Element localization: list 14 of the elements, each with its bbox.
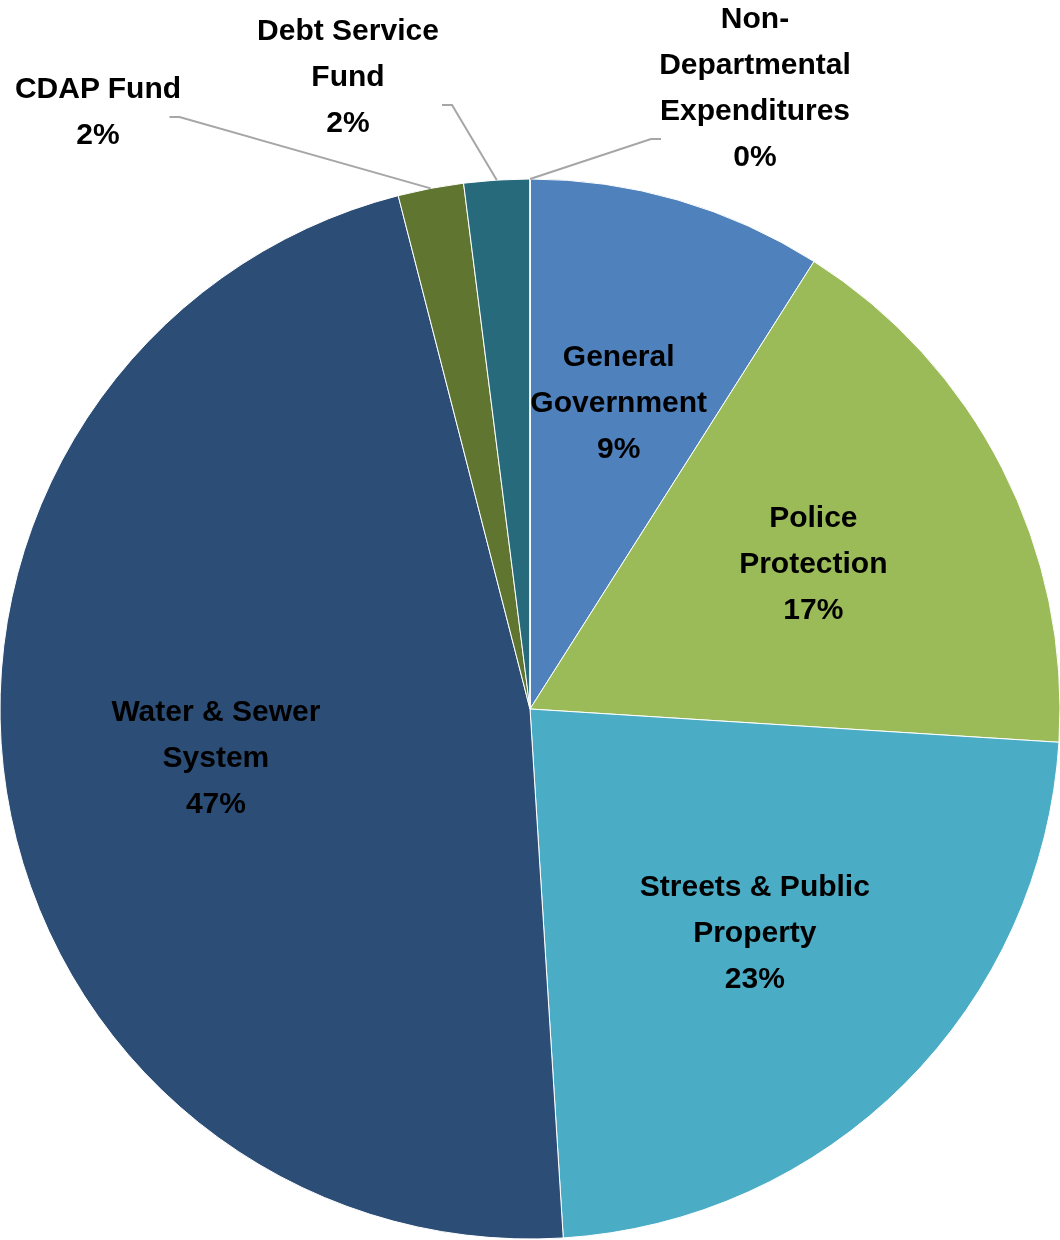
- slice-label: Police Protection: [739, 499, 888, 579]
- data-label: 47%: [185, 785, 246, 819]
- data-label: 23%: [724, 960, 785, 994]
- data-label: 2%: [76, 116, 120, 150]
- slice-label: Water & Sewer System: [111, 693, 321, 773]
- category-label: Non-Departmental Expenditures: [659, 0, 851, 126]
- data-label: 9%: [597, 430, 641, 464]
- data-label: 17%: [783, 591, 844, 625]
- data-label: 2%: [326, 104, 370, 138]
- text: 0%: [733, 138, 777, 172]
- slice-label: Debt Service Fund: [257, 12, 439, 92]
- slice-label: Streets & Public Property: [639, 868, 870, 948]
- slice-label: General Government: [530, 338, 708, 418]
- slice-label: CDAP Fund: [14, 70, 182, 104]
